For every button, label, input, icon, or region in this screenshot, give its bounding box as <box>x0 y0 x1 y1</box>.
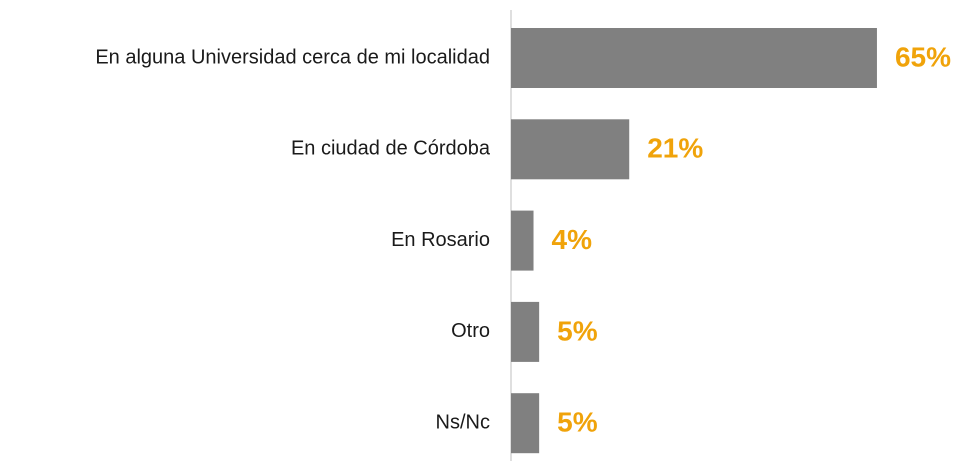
bar <box>511 119 630 180</box>
value-label: 5% <box>557 407 598 438</box>
category-label: Ns/Nc <box>436 411 490 433</box>
bar <box>511 301 540 362</box>
category-label: Otro <box>451 320 490 342</box>
value-label: 21% <box>647 133 703 164</box>
value-label: 65% <box>895 41 951 72</box>
bar <box>511 210 534 271</box>
category-label: En Rosario <box>391 229 490 251</box>
category-label: En alguna Universidad cerca de mi locali… <box>95 46 490 68</box>
bar <box>511 393 540 454</box>
category-label: En ciudad de Córdoba <box>291 138 491 160</box>
value-label: 4% <box>552 224 593 255</box>
bar <box>511 28 877 88</box>
value-label: 5% <box>557 315 598 346</box>
